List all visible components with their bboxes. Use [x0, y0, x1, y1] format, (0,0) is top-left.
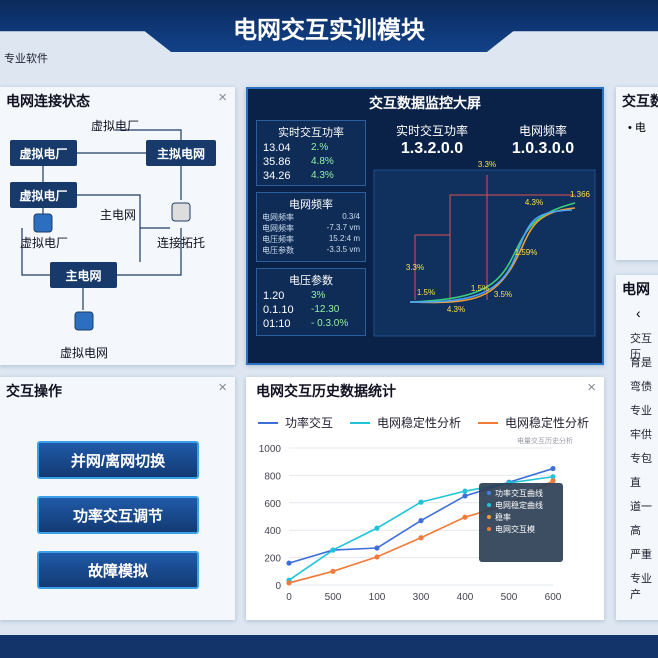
card-row: 电网频率 0.3/4 — [257, 212, 365, 223]
back-arrow[interactable]: ‹ — [636, 305, 641, 321]
mini-label: 3.3% — [405, 263, 425, 272]
mini-label: 1.366 — [569, 190, 591, 199]
side-item-text: 电 — [634, 122, 646, 134]
card-cell: -3.3.5 vm — [326, 245, 360, 254]
mini-label: 1.5% — [470, 284, 490, 293]
close[interactable]: × — [587, 379, 596, 396]
mini-label: 4.3% — [524, 198, 544, 207]
card-value: -12.30 — [311, 304, 340, 315]
list-item: 专业 — [630, 405, 652, 417]
diagram-node: 主电网 — [50, 262, 117, 288]
side-panel: 交互数 • 电 — [616, 87, 658, 260]
history-panel: 电网交互历史数据统计 × — [246, 377, 604, 620]
data-card: 电网频率 电网频率 0.3/4 电网频率 -7.3.7 vm 电压频率 15.2:4 m 电压… — [256, 192, 366, 262]
list-item: 道一 — [630, 501, 652, 513]
data-card: 电压参数 1.20 3% 0.1.10 -12.30 01:10 - 0.3.0% — [256, 268, 366, 336]
card-title: 实时交互功率 — [278, 127, 344, 139]
card-title: 电网频率 — [289, 199, 333, 211]
card-grid: 1.20 3% 0.1.10 -12.30 01:10 - 0.3.0% — [257, 288, 365, 332]
card-value: 2.% — [311, 142, 329, 153]
diagram-node: 虚拟电厂 — [19, 236, 69, 250]
button[interactable]: 功率交互调节 — [37, 496, 199, 534]
card-value: 4.8% — [311, 156, 334, 167]
card-value: 01:10 — [263, 318, 291, 330]
list-item: 牢供 — [630, 429, 652, 441]
button[interactable]: 并网/离网切换 — [37, 441, 199, 479]
button[interactable]: 故障模拟 — [37, 551, 199, 589]
mini-label: 4.3% — [446, 305, 466, 314]
card-cell: -7.3.7 vm — [326, 223, 360, 232]
card-value: 13.04 — [263, 142, 291, 154]
app-title: 电网交互实训模块 — [233, 17, 425, 44]
panel-title: 交互数 — [622, 93, 658, 109]
close[interactable]: × — [218, 89, 227, 106]
list-item: 专包 — [630, 453, 652, 465]
list-panel: 电网 ‹ — [616, 275, 658, 620]
mini-label: 1.5% — [416, 288, 436, 297]
list-item: 高 — [630, 525, 641, 537]
footer-bar — [0, 635, 658, 658]
side-item: • 电 — [628, 122, 646, 134]
diagram-node: 主拟电网 — [146, 140, 216, 166]
card-title: 电压参数 — [289, 275, 333, 287]
card-value: 4.3% — [311, 170, 334, 181]
list-item: 严重 — [630, 549, 652, 561]
close[interactable]: × — [218, 379, 227, 396]
list-item: 育是 — [630, 357, 652, 369]
card-row: 电压频率 15.2:4 m — [257, 234, 365, 245]
card-value: 3% — [311, 290, 326, 301]
card-value: 0.1.10 — [263, 304, 294, 316]
mini-label: 1.59% — [514, 248, 538, 257]
card-row: 电网频率 -7.3.7 vm — [257, 223, 365, 234]
panel-title: 交互数据监控大屏 — [369, 95, 481, 111]
stat-value: 1.0.3.0.0 — [511, 140, 575, 157]
card-value: 35.86 — [263, 156, 291, 168]
data-card: 实时交互功率 13.04 2.% 35.86 4.8% 34.26 4.3% — [256, 120, 366, 186]
card-cell: 电压频率 — [262, 235, 294, 244]
panel-title: 电网 — [622, 281, 650, 297]
list-item: 交互历 — [630, 333, 652, 361]
diagram-node: 虚拟电厂 — [10, 182, 77, 208]
mini-label: 3.3% — [477, 160, 497, 169]
diagram-node: 连接拓托 — [156, 236, 206, 250]
card-value: 1.20 — [263, 290, 285, 302]
diagram-node: 虚拟电厂 — [10, 140, 77, 166]
stat-label: 实时交互功率 — [395, 124, 469, 138]
mini-label: 3.5% — [493, 290, 513, 299]
diagram-node: 虚拟电厂 — [90, 119, 140, 133]
list-item: 直 — [630, 477, 641, 489]
diagram-node: 虚拟电网 — [59, 346, 109, 360]
card-value: 34.26 — [263, 170, 291, 182]
stat-value: 1.3.2.0.0 — [400, 140, 464, 157]
diagram-node: 主电网 — [99, 208, 137, 222]
list-item: 专业产 — [630, 573, 652, 601]
card-cell: 电网频率 — [262, 224, 294, 233]
panel-title: 交互操作 — [6, 383, 62, 399]
card-row: 电压参数 -3.3.5 vm — [257, 245, 365, 256]
brand: 专业软件 — [4, 53, 48, 65]
panel-title: 电网连接状态 — [6, 93, 90, 109]
card-value: - 0.3.0% — [311, 318, 349, 329]
list-item: 弯债 — [630, 381, 652, 393]
card-cell: 15.2:4 m — [328, 234, 360, 243]
stat-label: 电网频率 — [518, 124, 568, 138]
card-cell: 0.3/4 — [342, 212, 360, 221]
panel-title: 电网交互历史数据统计 — [256, 383, 396, 399]
card-cell: 电网频率 — [262, 213, 294, 222]
card-cell: 电压参数 — [262, 246, 294, 255]
card-grid: 13.04 2.% 35.86 4.8% 34.26 4.3% — [257, 140, 365, 184]
